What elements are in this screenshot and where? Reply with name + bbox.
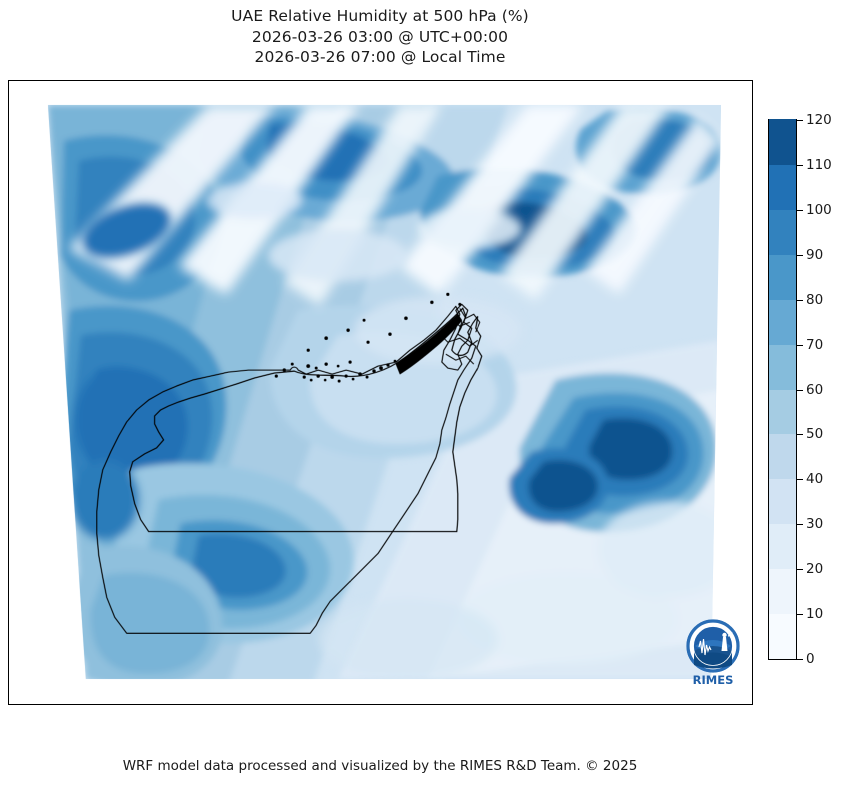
colorbar-tick-110 [797, 164, 803, 166]
colorbar-label-40: 40 [806, 471, 824, 488]
colorbar-tick-50 [797, 434, 803, 436]
colorbar-band-60-70 [769, 343, 796, 390]
figure-title-block: UAE Relative Humidity at 500 hPa (%) 202… [0, 6, 760, 68]
colorbar-tick-10 [797, 614, 803, 616]
uae-border-main [129, 307, 483, 533]
rimes-logo: RIMES [685, 617, 741, 689]
emirate-internal-boundaries [437, 308, 481, 365]
colorbar-label-80: 80 [806, 291, 824, 308]
colorbar-tick-90 [797, 254, 803, 256]
colorbar-label-110: 110 [806, 156, 832, 173]
colorbar-label-0: 0 [806, 651, 815, 667]
map-plot-area: RIMES [8, 80, 753, 705]
colorbar-label-50: 50 [806, 426, 824, 443]
title-line-local-time: 2026-03-26 07:00 @ Local Time [254, 48, 506, 66]
colorbar-tick-0 [797, 659, 803, 660]
colorbar-label-10: 10 [806, 606, 824, 623]
colorbar-label-70: 70 [806, 336, 824, 353]
colorbar-tick-80 [797, 299, 803, 301]
colorbar-tick-20 [797, 569, 803, 571]
colorbar-band-90-100 [769, 208, 796, 255]
colorbar-tick-120 [797, 120, 803, 121]
contour-fill-group [47, 104, 722, 680]
uae-border-overlay [96, 303, 477, 634]
colorbar-band-50-60 [769, 388, 796, 435]
colorbar-label-20: 20 [806, 561, 824, 578]
colorbar-label-100: 100 [806, 201, 832, 218]
colorbar-band-20-30 [769, 523, 796, 570]
colorbar[interactable] [768, 118, 797, 660]
colorbar-band-80-90 [769, 253, 796, 300]
colorbar-label-120: 120 [806, 112, 832, 128]
colorbar-band-30-40 [769, 478, 796, 525]
colorbar-band-100-110 [769, 163, 796, 210]
colorbar-tick-100 [797, 209, 803, 211]
rimes-logo-label: RIMES [693, 673, 734, 687]
colorbar-band-10-20 [769, 568, 796, 615]
colorbar-label-90: 90 [806, 246, 824, 263]
colorbar-band-70-80 [769, 298, 796, 345]
colorbar-band-40-50 [769, 433, 796, 480]
figure-footer: WRF model data processed and visualized … [122, 758, 638, 774]
title-line-variable: UAE Relative Humidity at 500 hPa (%) [231, 7, 529, 25]
rimes-logo-svg: RIMES [686, 619, 740, 687]
colorbar-tick-labels: 0 10 20 30 40 50 60 70 80 90 100 110 120 [797, 112, 844, 667]
uae-coastline-detail [274, 292, 463, 383]
colorbar-label-60: 60 [806, 381, 824, 398]
colorbar-tick-40 [797, 479, 803, 481]
colorbar-band-110-120 [769, 118, 796, 165]
colorbar-band-0-10 [769, 613, 796, 659]
colorbar-tick-70 [797, 344, 803, 346]
humidity-contour-map [47, 104, 722, 680]
colorbar-tick-30 [797, 524, 803, 526]
title-line-utc-time: 2026-03-26 03:00 @ UTC+00:00 [251, 27, 509, 46]
colorbar-tick-60 [797, 389, 803, 391]
colorbar-label-30: 30 [806, 516, 824, 533]
